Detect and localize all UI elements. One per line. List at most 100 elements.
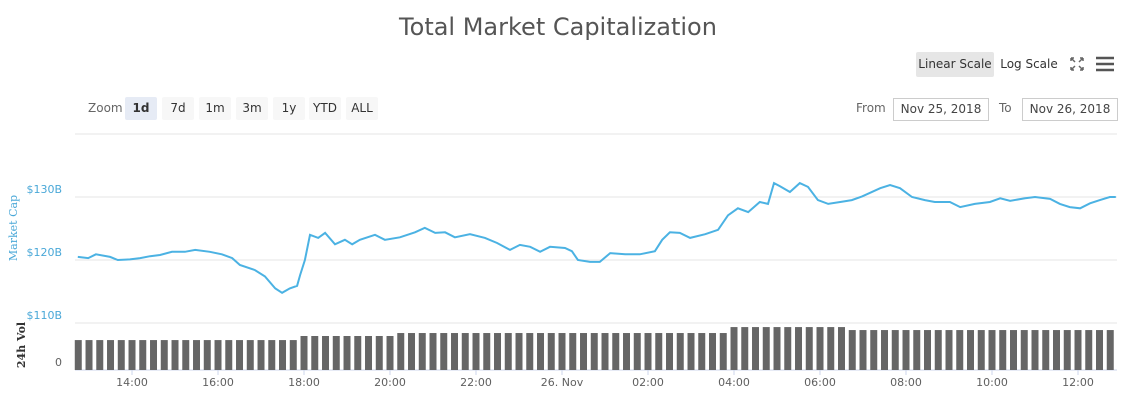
scale-button[interactable]: Log Scale: [1000, 57, 1058, 71]
volume-bar: [988, 330, 996, 370]
volume-bar: [924, 330, 931, 370]
zoom-button[interactable]: 1y: [273, 97, 305, 120]
volume-bar: [268, 340, 276, 370]
volume-bar: [440, 333, 448, 370]
volume-bar: [375, 336, 383, 370]
volume-bar: [977, 330, 985, 370]
volume-bar: [762, 327, 770, 370]
volume-bar: [1020, 330, 1028, 370]
volume-bar: [214, 340, 222, 370]
zoom-button[interactable]: ALL: [346, 97, 378, 120]
to-label: To: [999, 101, 1012, 115]
from-label: From: [856, 101, 886, 115]
zoom-button[interactable]: 3m: [236, 97, 268, 120]
volume-bar: [805, 327, 813, 370]
volume-bar: [784, 327, 792, 370]
x-tick-label: 06:00: [804, 376, 836, 389]
volume-bar: [257, 340, 265, 370]
x-tick-label: 26. Nov: [541, 376, 584, 389]
fullscreen-icon[interactable]: [1070, 57, 1084, 71]
menu-icon[interactable]: [1096, 56, 1114, 72]
volume-bar: [107, 340, 115, 370]
x-tick-label: 08:00: [890, 376, 922, 389]
volume-bar: [934, 330, 942, 370]
volume-bar: [859, 330, 867, 370]
volume-bar: [289, 340, 297, 370]
x-tick-label: 14:00: [116, 376, 148, 389]
volume-bar: [773, 327, 781, 370]
volume-bar: [203, 340, 211, 370]
zoom-button[interactable]: 1d: [125, 97, 157, 120]
volume-bar: [1053, 330, 1060, 370]
volume-bar: [311, 336, 319, 370]
volume-bar: [633, 333, 641, 370]
volume-bar: [827, 327, 835, 370]
volume-bar: [193, 340, 201, 370]
volume-bar: [1106, 330, 1114, 370]
x-tick-label: 02:00: [632, 376, 664, 389]
volume-bar: [504, 333, 512, 370]
volume-bar: [838, 327, 845, 370]
chart-title: Total Market Capitalization: [398, 13, 717, 41]
y-axis-label: 24h Vol: [15, 322, 28, 368]
to-input[interactable]: Nov 26, 2018: [1022, 98, 1118, 121]
volume-bar: [698, 333, 706, 370]
volume-bar: [160, 340, 168, 370]
volume-bar: [752, 327, 759, 370]
volume-bar: [795, 327, 802, 370]
price-line: [77, 181, 1116, 294]
volume-bar: [117, 340, 125, 370]
x-tick-label: 20:00: [374, 376, 406, 389]
volume-bar: [881, 330, 888, 370]
volume-bar: [816, 327, 824, 370]
volume-bar: [182, 340, 190, 370]
volume-bar: [1010, 330, 1017, 370]
volume-bar: [515, 333, 523, 370]
zoom-button[interactable]: YTD: [309, 97, 341, 120]
volume-bar: [139, 340, 147, 370]
from-input[interactable]: Nov 25, 2018: [893, 98, 989, 121]
volume-bar: [709, 333, 717, 370]
volume-bar: [418, 333, 426, 370]
volume-bar: [870, 330, 878, 370]
volume-bar: [150, 340, 158, 370]
volume-bar: [719, 333, 727, 370]
volume-bar: [246, 340, 254, 370]
x-tick-label: 22:00: [460, 376, 492, 389]
volume-bar: [891, 330, 899, 370]
scale-button[interactable]: Linear Scale: [916, 52, 994, 77]
x-tick-label: 10:00: [976, 376, 1008, 389]
volume-bar: [902, 330, 910, 370]
volume-bar: [322, 336, 330, 370]
volume-bar: [687, 333, 695, 370]
volume-bar: [741, 327, 749, 370]
volume-bar: [128, 340, 136, 370]
volume-bar: [85, 340, 93, 370]
volume-bar: [365, 336, 373, 370]
volume-bar: [1063, 330, 1071, 370]
volume-bar: [332, 336, 340, 370]
zoom-button[interactable]: 1m: [199, 97, 231, 120]
zoom-button[interactable]: 7d: [162, 97, 194, 120]
volume-bar: [848, 330, 856, 370]
volume-bar: [666, 333, 674, 370]
volume-bar: [343, 336, 351, 370]
volume-bar: [1085, 330, 1093, 370]
volume-bar: [483, 333, 491, 370]
volume-bar: [171, 340, 179, 370]
y-axis-label: Market Cap: [7, 195, 20, 261]
y-tick-label: 0: [55, 356, 62, 369]
x-tick-label: 16:00: [202, 376, 234, 389]
x-tick-label: 18:00: [288, 376, 320, 389]
volume-bar: [451, 333, 459, 370]
volume-bar: [945, 330, 953, 370]
volume-bar: [644, 333, 652, 370]
volume-bar: [1096, 330, 1103, 370]
volume-bar: [580, 333, 588, 370]
volume-bar: [537, 333, 545, 370]
volume-bar: [569, 333, 577, 370]
y-tick-label: $120B: [26, 246, 62, 259]
y-tick-label: $110B: [26, 309, 62, 322]
